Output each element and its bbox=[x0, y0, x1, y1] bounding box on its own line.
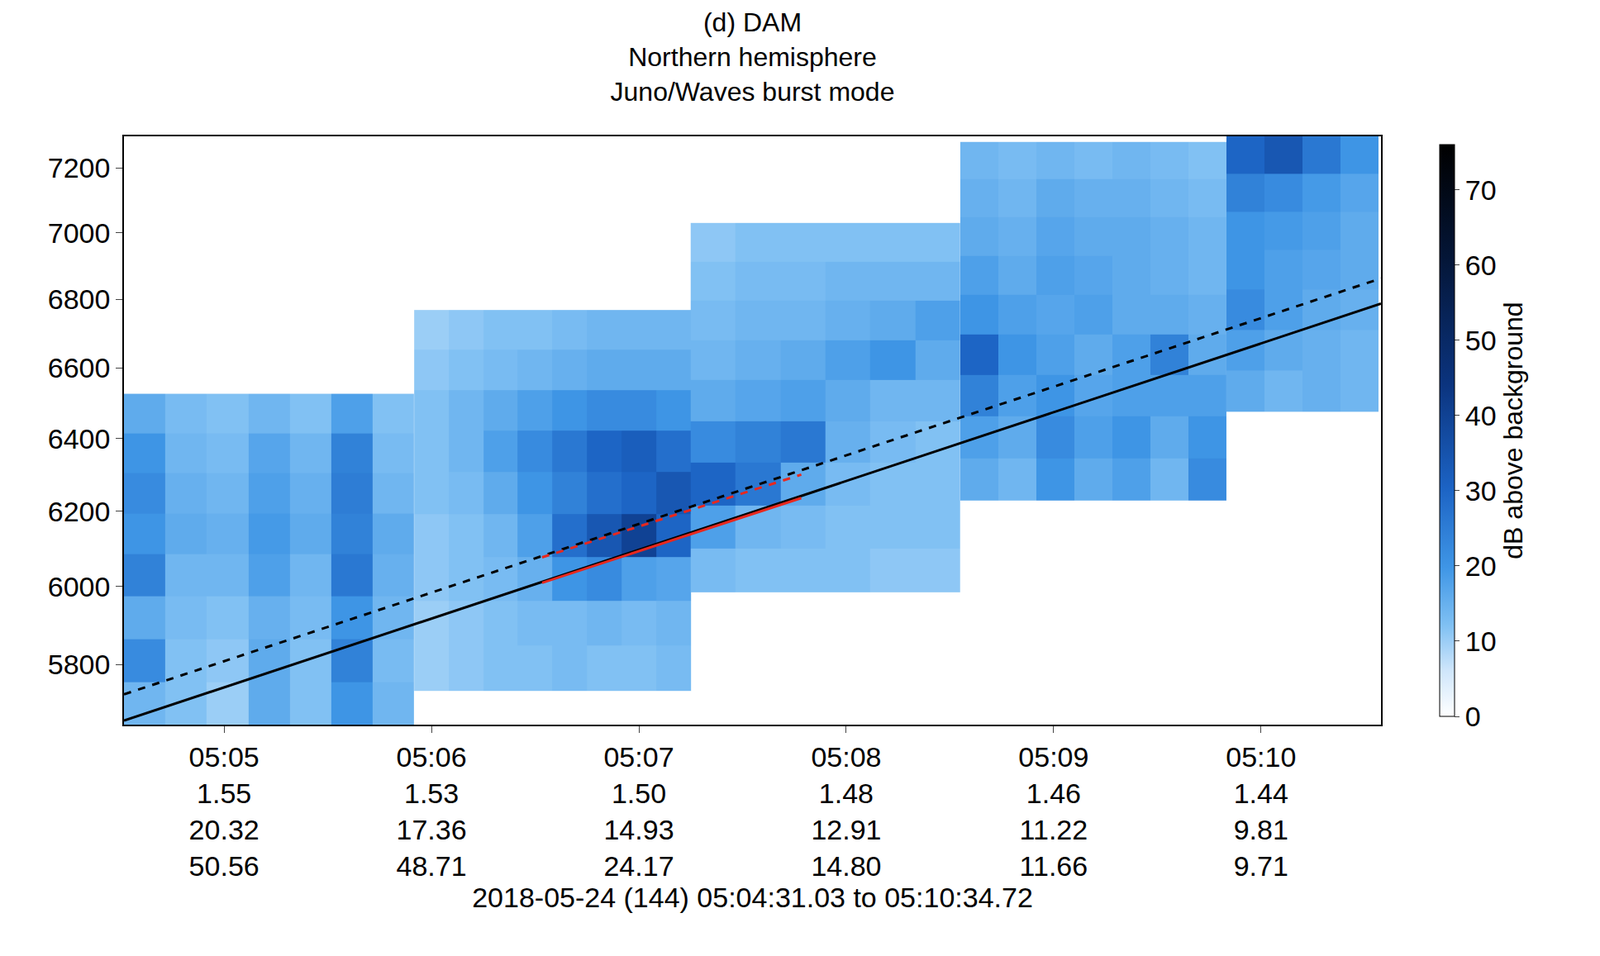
svg-text:20: 20 bbox=[1465, 550, 1497, 582]
svg-text:0: 0 bbox=[1465, 700, 1481, 733]
svg-text:6000: 6000 bbox=[47, 571, 111, 603]
svg-text:6200: 6200 bbox=[47, 495, 111, 528]
svg-text:40: 40 bbox=[1465, 400, 1497, 432]
svg-text:05:051.5520.3250.56: 05:051.5520.3250.56 bbox=[189, 741, 260, 883]
svg-text:6600: 6600 bbox=[47, 352, 111, 384]
svg-text:10: 10 bbox=[1465, 625, 1497, 658]
svg-text:05:071.5014.9324.17: 05:071.5014.9324.17 bbox=[603, 741, 674, 883]
svg-text:(d) DAMNorthern hemisphereJuno: (d) DAMNorthern hemisphereJuno/Waves bur… bbox=[610, 7, 896, 106]
svg-text:30: 30 bbox=[1465, 475, 1497, 507]
svg-text:70: 70 bbox=[1465, 174, 1497, 206]
svg-text:dB above background: dB above background bbox=[1498, 301, 1529, 559]
svg-text:05:091.4611.2211.66: 05:091.4611.2211.66 bbox=[1018, 741, 1089, 883]
svg-text:05:081.4812.9114.80: 05:081.4812.9114.80 bbox=[810, 741, 881, 883]
svg-text:7000: 7000 bbox=[47, 217, 111, 249]
svg-text:05:101.449.819.71: 05:101.449.819.71 bbox=[1225, 741, 1296, 883]
svg-text:7200: 7200 bbox=[47, 152, 111, 184]
svg-text:2018-05-24 (144) 05:04:31.03 t: 2018-05-24 (144) 05:04:31.03 to 05:10:34… bbox=[471, 881, 1034, 914]
svg-text:50: 50 bbox=[1465, 324, 1497, 357]
svg-text:6400: 6400 bbox=[47, 423, 111, 455]
svg-text:60: 60 bbox=[1465, 249, 1497, 281]
svg-text:6800: 6800 bbox=[47, 283, 111, 315]
svg-text:5800: 5800 bbox=[47, 648, 111, 681]
svg-text:05:061.5317.3648.71: 05:061.5317.3648.71 bbox=[396, 741, 467, 883]
